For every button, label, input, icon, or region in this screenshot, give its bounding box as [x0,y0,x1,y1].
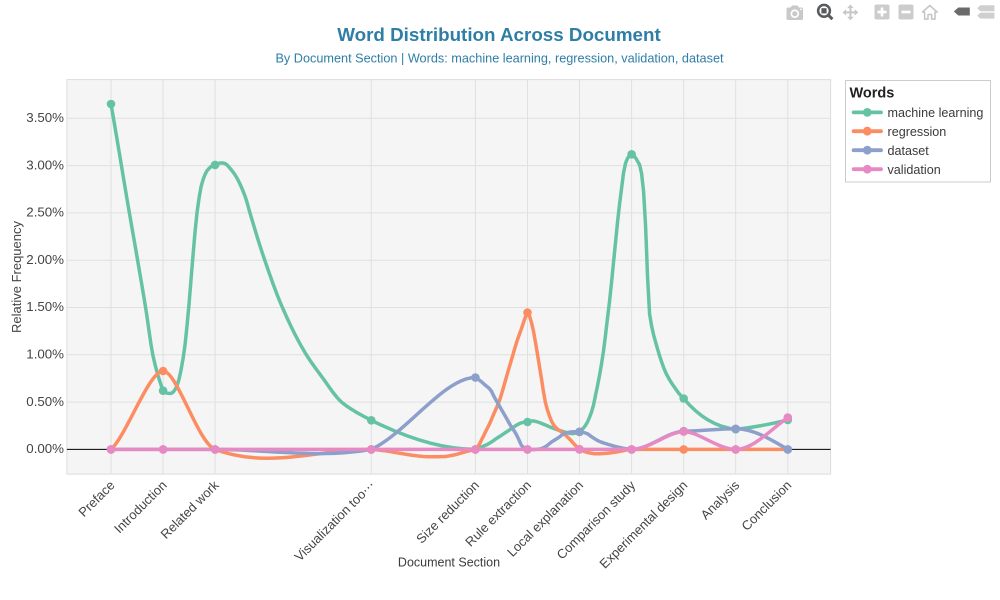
svg-text:3.00%: 3.00% [26,157,64,172]
svg-text:1.00%: 1.00% [26,347,64,362]
svg-text:regression: regression [888,125,947,139]
svg-text:2.50%: 2.50% [26,205,64,220]
svg-text:2.00%: 2.00% [26,252,64,267]
svg-text:Word Distribution Across Docum: Word Distribution Across Document [337,24,661,45]
svg-text:Conclusion: Conclusion [738,478,794,534]
svg-text:0.00%: 0.00% [26,441,64,456]
svg-text:Document Section: Document Section [398,556,500,570]
svg-text:3.50%: 3.50% [26,110,64,125]
svg-text:By Document Section | Words: m: By Document Section | Words: machine lea… [275,52,724,66]
svg-text:1.50%: 1.50% [26,299,64,314]
svg-text:0.50%: 0.50% [26,394,64,409]
svg-text:Words: Words [850,85,895,101]
svg-text:machine learning: machine learning [888,106,984,120]
svg-text:Analysis: Analysis [697,477,742,522]
svg-text:Relative Frequency: Relative Frequency [9,221,24,333]
svg-text:validation: validation [888,163,941,177]
svg-text:Preface: Preface [75,478,117,520]
svg-text:Experimental design: Experimental design [596,478,690,572]
svg-text:dataset: dataset [888,144,930,158]
svg-text:Visualization too⋯: Visualization too⋯ [291,478,378,565]
